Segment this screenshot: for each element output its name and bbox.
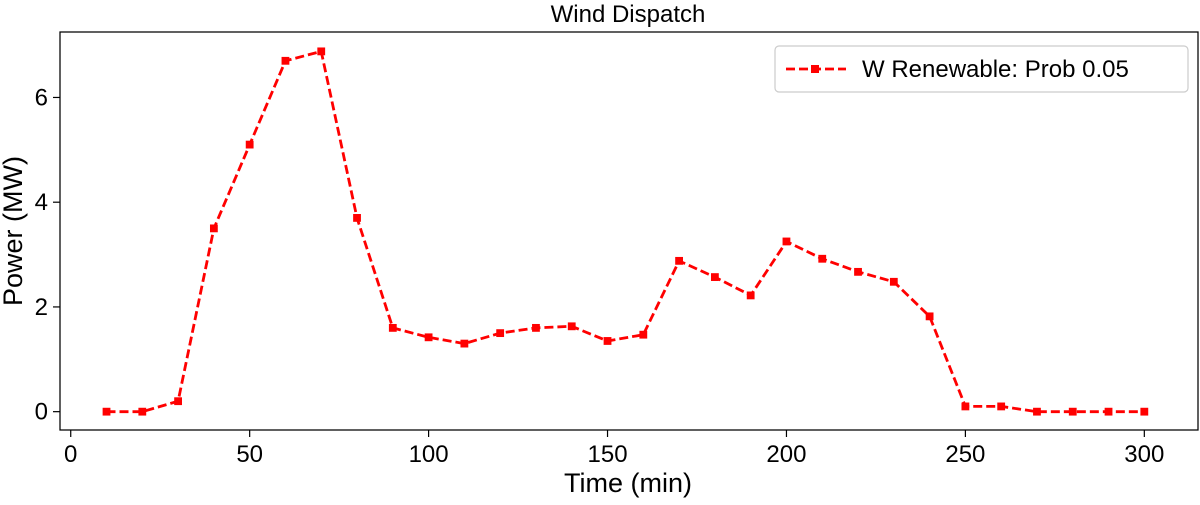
legend-box [774,45,1189,93]
data-point-marker [854,267,862,276]
data-point-marker [1140,407,1149,416]
data-point-marker [818,254,827,263]
data-point-marker [1104,407,1113,416]
data-point-marker [388,323,397,332]
data-point-marker [639,330,648,339]
data-point-marker [997,402,1006,411]
data-point-marker [1033,407,1041,416]
data-point-marker [496,329,505,338]
series-layer [102,47,1149,416]
data-point-marker [102,407,111,416]
data-point-marker [567,322,576,331]
data-point-marker [925,312,934,321]
chart-title: Wind Dispatch [551,1,706,28]
data-point-marker [138,407,147,416]
plot-area-frame [59,31,1199,431]
x-tick-label: 0 [64,441,77,468]
legend: W Renewable: Prob 0.05 [774,45,1189,93]
data-point-marker [710,273,719,281]
data-point-marker [353,214,361,222]
data-point-marker [317,47,326,56]
x-axis-label: Time (min) [564,468,692,498]
legend-label: W Renewable: Prob 0.05 [862,56,1129,83]
y-axis: 0 2 4 6 [35,84,60,426]
x-tick-label: 150 [588,441,628,468]
data-point-marker [746,291,755,300]
y-tick-label: 2 [35,294,48,321]
data-point-marker [424,333,433,342]
data-point-marker [209,224,218,233]
data-point-marker [782,237,791,246]
data-point-marker [532,323,540,332]
data-point-marker [174,397,182,406]
y-tick-label: 0 [35,399,48,426]
data-point-marker [281,56,290,65]
data-point-marker [961,402,970,411]
data-point-marker [603,337,612,345]
x-tick-label: 50 [236,441,263,468]
legend-square-marker [811,65,819,73]
x-tick-label: 200 [766,441,806,468]
x-tick-label: 100 [409,441,449,468]
data-point-marker [460,339,469,348]
x-axis: 0 50 100 150 200 250 300 [64,430,1164,468]
y-tick-label: 4 [35,189,48,216]
y-tick-label: 6 [35,84,48,111]
data-point-marker [245,140,254,149]
series-line [106,50,1145,414]
x-tick-label: 250 [945,441,985,468]
data-point-marker [889,277,898,286]
data-point-marker [675,256,684,265]
y-axis-label: Power (MW) [0,156,28,306]
data-point-marker [1068,407,1077,416]
x-tick-label: 300 [1124,441,1164,468]
